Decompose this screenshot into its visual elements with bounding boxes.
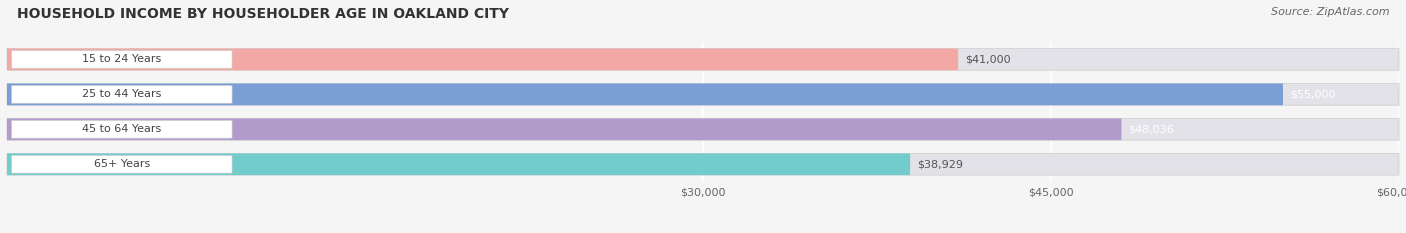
Text: $55,000: $55,000	[1289, 89, 1336, 99]
Text: $41,000: $41,000	[965, 55, 1011, 64]
Text: 15 to 24 Years: 15 to 24 Years	[82, 55, 162, 64]
FancyBboxPatch shape	[11, 51, 232, 68]
FancyBboxPatch shape	[11, 86, 232, 103]
Text: 65+ Years: 65+ Years	[94, 159, 150, 169]
FancyBboxPatch shape	[7, 154, 910, 175]
FancyBboxPatch shape	[7, 49, 1399, 70]
FancyBboxPatch shape	[7, 49, 959, 70]
Text: 25 to 44 Years: 25 to 44 Years	[82, 89, 162, 99]
FancyBboxPatch shape	[11, 120, 232, 138]
Text: $38,929: $38,929	[917, 159, 963, 169]
Text: HOUSEHOLD INCOME BY HOUSEHOLDER AGE IN OAKLAND CITY: HOUSEHOLD INCOME BY HOUSEHOLDER AGE IN O…	[17, 7, 509, 21]
FancyBboxPatch shape	[11, 155, 232, 173]
FancyBboxPatch shape	[7, 84, 1399, 105]
Text: 45 to 64 Years: 45 to 64 Years	[82, 124, 162, 134]
Text: Source: ZipAtlas.com: Source: ZipAtlas.com	[1271, 7, 1389, 17]
Text: $48,036: $48,036	[1129, 124, 1174, 134]
FancyBboxPatch shape	[7, 118, 1399, 140]
FancyBboxPatch shape	[7, 84, 1282, 105]
FancyBboxPatch shape	[7, 154, 1399, 175]
FancyBboxPatch shape	[7, 118, 1122, 140]
